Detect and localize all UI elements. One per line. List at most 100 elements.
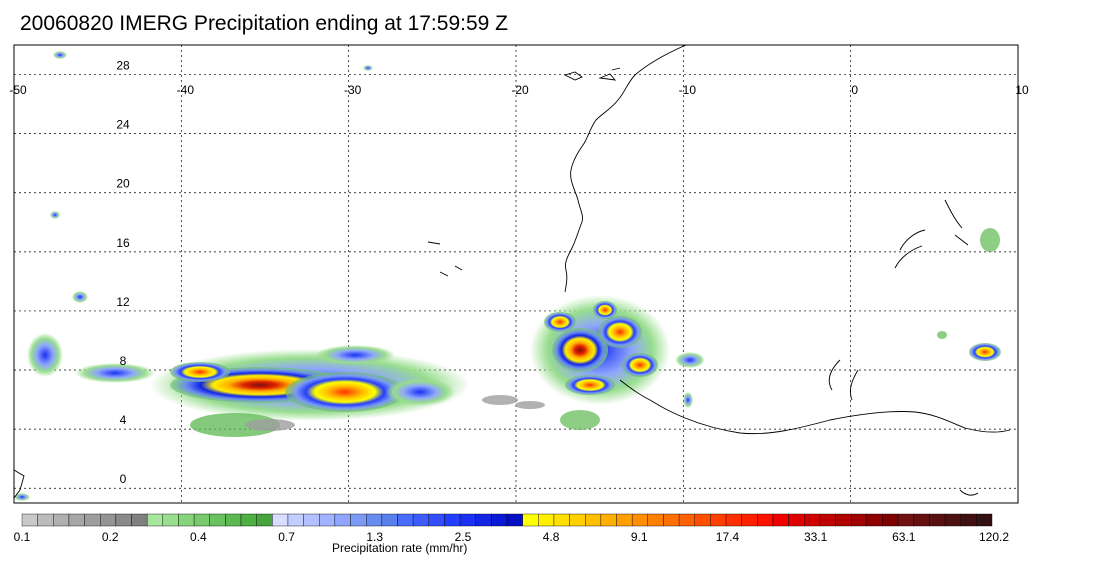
colorbar-swatch [647, 513, 664, 527]
lon-tick-label: -50 [9, 83, 27, 97]
colorbar-swatch [929, 513, 946, 527]
colorbar-swatch [725, 513, 742, 527]
colorbar-swatch [616, 513, 633, 527]
lat-tick-label: 16 [116, 236, 130, 250]
colorbar-swatch [68, 513, 85, 527]
colorbar-swatch [694, 513, 711, 527]
colorbar-swatch [585, 513, 602, 527]
colorbar-swatch [835, 513, 852, 527]
coastline [14, 45, 1011, 499]
colorbar-swatch [146, 513, 164, 527]
colorbar [21, 513, 993, 527]
colorbar-swatch [319, 513, 336, 527]
colorbar-swatch [772, 513, 789, 527]
colorbar-tick-label: 1.3 [366, 530, 383, 544]
lat-tick-label: 20 [116, 177, 130, 191]
colorbar-tick-label: 33.1 [804, 530, 828, 544]
map-title: 20060820 IMERG Precipitation ending at 1… [20, 12, 508, 35]
colorbar-swatch [303, 513, 320, 527]
colorbar-swatch [522, 513, 539, 527]
lat-tick-label: 12 [116, 295, 130, 309]
colorbar-tick-label: 0.2 [102, 530, 119, 544]
colorbar-swatch [960, 513, 977, 527]
colorbar-swatch [819, 513, 836, 527]
colorbar-swatch [710, 513, 727, 527]
colorbar-swatch [21, 513, 38, 527]
colorbar-tick-label: 0.4 [190, 530, 207, 544]
colorbar-swatch [788, 513, 805, 527]
colorbar-swatch [850, 513, 868, 527]
colorbar-swatch [757, 513, 774, 527]
colorbar-tick-label: 0.7 [278, 530, 295, 544]
colorbar-swatch [459, 513, 476, 527]
colorbar-swatch [365, 513, 383, 527]
plot-frame [13, 44, 1019, 504]
colorbar-title: Precipitation rate (mm/hr) [332, 541, 468, 555]
colorbar-tick-labels: 0.1 0.2 0.4 0.7 1.3 2.5 4.8 9.1 17.4 33.1 63.1 120.… [14, 530, 1010, 544]
colorbar-swatch [334, 513, 351, 527]
lon-tick-label: -40 [177, 83, 195, 97]
colorbar-swatch [162, 513, 179, 527]
colorbar-swatch [381, 513, 398, 527]
colorbar-swatch [193, 513, 210, 527]
colorbar-tick-label: 17.4 [716, 530, 740, 544]
colorbar-swatch [272, 513, 289, 527]
colorbar-swatch [600, 513, 617, 527]
colorbar-swatch [37, 513, 54, 527]
colorbar-swatch [944, 513, 961, 527]
colorbar-swatch [287, 513, 304, 527]
lat-tick-label: 0 [120, 472, 127, 486]
colorbar-swatch [553, 513, 570, 527]
colorbar-swatch [240, 513, 257, 527]
colorbar-swatch [256, 513, 273, 527]
colorbar-swatch [538, 513, 555, 527]
lat-tick-label: 4 [120, 413, 127, 427]
colorbar-swatch [569, 513, 586, 527]
colorbar-tick-label: 2.5 [455, 530, 472, 544]
colorbar-swatch [397, 513, 414, 527]
lat-tick-label: 8 [120, 354, 127, 368]
lat-lon-grid [14, 45, 1018, 503]
lat-tick-label: 28 [116, 59, 130, 73]
colorbar-swatch [209, 513, 226, 527]
colorbar-swatch [913, 513, 930, 527]
colorbar-swatch [100, 513, 117, 527]
lon-tick-label: -20 [511, 83, 529, 97]
colorbar-swatch [178, 513, 195, 527]
colorbar-tick-label: 63.1 [892, 530, 916, 544]
lon-tick-label: 10 [1015, 83, 1029, 97]
colorbar-swatch [225, 513, 242, 527]
colorbar-swatch [115, 513, 132, 527]
colorbar-tick-label: 9.1 [631, 530, 648, 544]
colorbar-swatch [882, 513, 899, 527]
lon-tick-label: 0 [851, 83, 858, 97]
colorbar-swatch [84, 513, 101, 527]
lon-tick-label: -10 [679, 83, 697, 97]
colorbar-swatch [741, 513, 758, 527]
colorbar-swatch [412, 513, 429, 527]
precipitation-field [14, 51, 1001, 501]
lon-tick-label: -30 [344, 83, 362, 97]
colorbar-swatch [350, 513, 367, 527]
colorbar-swatch [428, 513, 445, 527]
colorbar-swatch [506, 513, 523, 527]
colorbar-tick-label: 0.1 [14, 530, 31, 544]
colorbar-swatch [804, 513, 821, 527]
colorbar-tick-label: 4.8 [543, 530, 560, 544]
colorbar-swatch [866, 513, 883, 527]
lat-tick-labels: 28 24 20 16 12 8 4 0 [116, 59, 130, 487]
colorbar-tick-label: 120.2 [979, 530, 1009, 544]
colorbar-swatch [53, 513, 70, 527]
colorbar-swatch [897, 513, 914, 527]
colorbar-swatch [475, 513, 492, 527]
lat-tick-label: 24 [116, 118, 130, 132]
colorbar-swatch [976, 513, 993, 527]
colorbar-swatch [678, 513, 695, 527]
colorbar-swatch [444, 513, 461, 527]
colorbar-swatch [131, 513, 148, 527]
colorbar-swatch [631, 513, 649, 527]
colorbar-swatch [491, 513, 508, 527]
lon-tick-labels: -50 -40 -30 -20 -10 0 10 [9, 83, 1029, 97]
colorbar-swatch [663, 513, 680, 527]
